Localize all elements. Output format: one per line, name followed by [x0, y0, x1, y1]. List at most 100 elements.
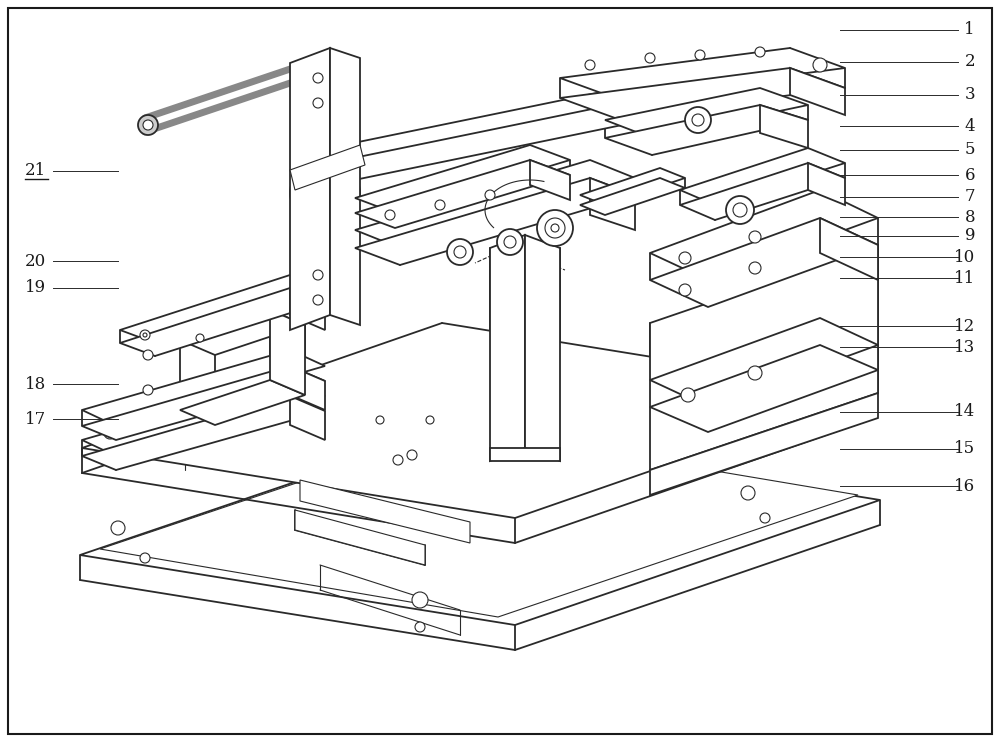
Circle shape	[313, 181, 337, 205]
Polygon shape	[790, 68, 845, 115]
Polygon shape	[82, 366, 325, 440]
Polygon shape	[560, 48, 845, 98]
Text: 21: 21	[25, 162, 46, 179]
Circle shape	[435, 200, 445, 210]
Polygon shape	[180, 380, 305, 425]
Circle shape	[407, 450, 417, 460]
Circle shape	[313, 295, 323, 305]
Polygon shape	[490, 448, 560, 461]
Circle shape	[138, 115, 158, 135]
Polygon shape	[330, 48, 360, 325]
Circle shape	[426, 416, 434, 424]
Polygon shape	[650, 393, 878, 495]
Circle shape	[749, 262, 761, 274]
Circle shape	[733, 203, 747, 217]
Text: 13: 13	[954, 339, 975, 355]
Polygon shape	[680, 148, 845, 205]
Polygon shape	[590, 178, 635, 230]
Circle shape	[681, 388, 695, 402]
Polygon shape	[355, 160, 570, 228]
Polygon shape	[530, 160, 570, 200]
Polygon shape	[290, 396, 325, 440]
Text: 8: 8	[964, 209, 975, 226]
Polygon shape	[820, 218, 878, 280]
Circle shape	[749, 231, 761, 243]
Polygon shape	[100, 428, 858, 617]
Text: 14: 14	[954, 404, 975, 420]
Text: 6: 6	[964, 167, 975, 183]
Polygon shape	[355, 160, 635, 248]
Text: 11: 11	[954, 270, 975, 286]
Circle shape	[504, 236, 516, 248]
Circle shape	[226, 389, 234, 397]
Circle shape	[585, 60, 595, 70]
Circle shape	[741, 486, 755, 500]
Circle shape	[551, 224, 559, 232]
Circle shape	[143, 350, 153, 360]
Circle shape	[813, 58, 827, 72]
Polygon shape	[295, 93, 705, 185]
Text: 4: 4	[964, 118, 975, 134]
Text: 2: 2	[964, 53, 975, 70]
Circle shape	[104, 427, 116, 439]
Circle shape	[679, 284, 691, 296]
Polygon shape	[560, 68, 845, 118]
Circle shape	[726, 196, 754, 224]
Polygon shape	[82, 396, 325, 470]
Circle shape	[412, 592, 428, 608]
Circle shape	[545, 218, 565, 238]
Circle shape	[679, 252, 691, 264]
Circle shape	[140, 553, 150, 563]
Polygon shape	[355, 178, 635, 265]
Polygon shape	[295, 510, 425, 565]
Circle shape	[685, 107, 711, 133]
Text: 10: 10	[954, 249, 975, 266]
Circle shape	[143, 385, 153, 395]
Text: 18: 18	[25, 376, 46, 393]
Polygon shape	[290, 48, 330, 330]
Circle shape	[695, 50, 705, 60]
Polygon shape	[82, 380, 325, 456]
Polygon shape	[295, 78, 705, 170]
Text: 5: 5	[964, 142, 975, 158]
Circle shape	[393, 455, 403, 465]
Circle shape	[140, 330, 150, 340]
Polygon shape	[760, 105, 808, 148]
Polygon shape	[180, 310, 305, 355]
Polygon shape	[605, 88, 808, 138]
Polygon shape	[525, 235, 560, 461]
Text: 19: 19	[25, 280, 46, 296]
Polygon shape	[650, 318, 878, 407]
Circle shape	[692, 114, 704, 126]
Circle shape	[415, 622, 425, 632]
Circle shape	[143, 333, 147, 337]
Circle shape	[755, 47, 765, 57]
Text: 7: 7	[964, 188, 975, 205]
Polygon shape	[680, 163, 845, 220]
Text: 17: 17	[25, 411, 46, 427]
Circle shape	[447, 239, 473, 265]
Circle shape	[313, 73, 323, 83]
Polygon shape	[650, 218, 878, 307]
Text: 16: 16	[954, 478, 975, 494]
Circle shape	[313, 98, 323, 108]
Polygon shape	[650, 190, 878, 280]
Circle shape	[537, 210, 573, 246]
Circle shape	[196, 334, 204, 342]
Text: 3: 3	[964, 87, 975, 103]
Circle shape	[301, 169, 349, 217]
Polygon shape	[290, 145, 365, 190]
Circle shape	[290, 158, 360, 228]
Circle shape	[313, 270, 323, 280]
Polygon shape	[808, 163, 845, 205]
Polygon shape	[650, 345, 878, 432]
Polygon shape	[670, 93, 705, 140]
Circle shape	[516, 404, 524, 412]
Circle shape	[143, 120, 153, 130]
Polygon shape	[580, 178, 685, 215]
Text: 20: 20	[25, 253, 46, 269]
Polygon shape	[270, 310, 305, 395]
Polygon shape	[82, 323, 875, 518]
Polygon shape	[82, 350, 325, 426]
Circle shape	[385, 210, 395, 220]
